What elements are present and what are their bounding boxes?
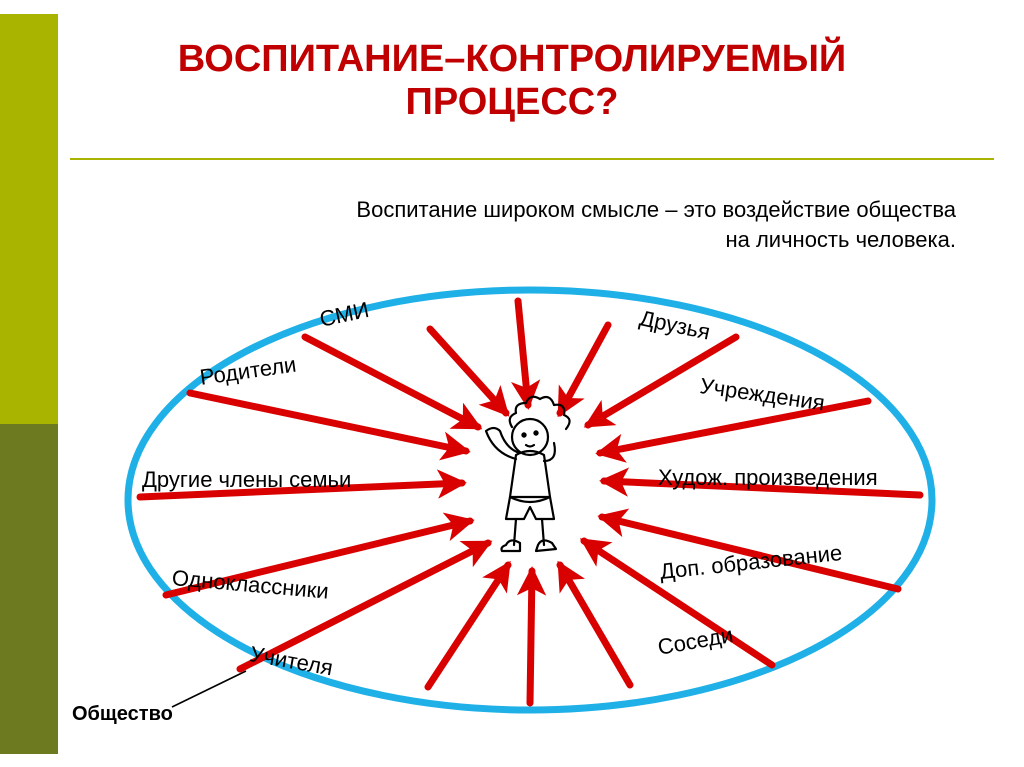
slide-title: ВОСПИТАНИЕ–КОНТРОЛИРУЕМЫЙ ПРОЦЕСС? [0,38,1024,123]
title-line-1: ВОСПИТАНИЕ–КОНТРОЛИРУЕМЫЙ [178,38,846,80]
slide-subtitle: Воспитание широком смысле – это воздейст… [356,195,956,254]
diagram-svg [100,265,960,735]
influence-arrow [428,565,508,687]
influence-arrow [430,329,506,413]
subtitle-line-2: на личность человека. [725,227,956,252]
influence-label: Другие члены семьи [142,467,351,493]
influence-arrow [560,325,608,413]
accent-bar-bottom [0,424,58,754]
slide: ВОСПИТАНИЕ–КОНТРОЛИРУЕМЫЙ ПРОЦЕСС? Воспи… [0,0,1024,767]
accent-bar [0,14,58,754]
influence-diagram: СМИРодителиДругие члены семьиОдноклассни… [100,265,960,735]
title-underline [70,158,994,160]
society-label: Общество [72,703,173,726]
influence-arrow [600,401,868,453]
society-leader-line [172,671,246,707]
title-line-2: ПРОЦЕСС? [406,81,619,123]
subtitle-line-1: Воспитание широком смысле – это воздейст… [356,197,956,222]
influence-arrow [518,301,528,405]
influence-arrow [530,571,532,703]
influence-label: Худож. произведения [658,465,878,491]
influence-arrow [560,565,630,685]
child-icon [486,397,570,551]
